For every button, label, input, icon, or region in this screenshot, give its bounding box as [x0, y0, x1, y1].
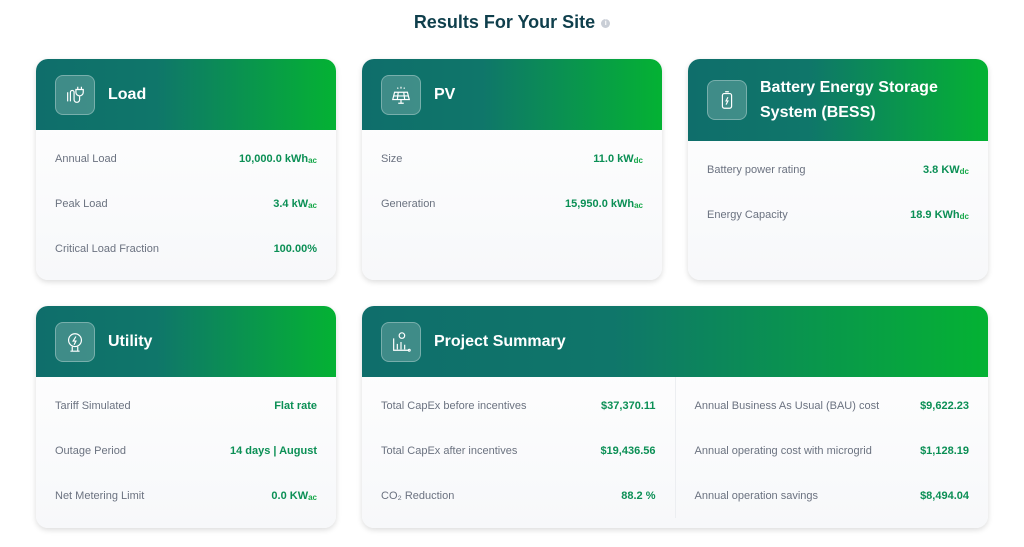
- summary-row: Total CapEx after incentives $19,436.56: [381, 428, 656, 473]
- row-value: $9,622.23: [920, 399, 969, 412]
- row-value: 14 days | August: [230, 445, 317, 457]
- utility-card-header: Utility: [36, 306, 336, 377]
- utility-card: Utility Tariff Simulated Flat rate Outage …: [36, 306, 336, 528]
- page-title: Results For Your Site i: [0, 12, 1024, 33]
- value-text: 10,000.0 kWh: [239, 152, 309, 165]
- value-text: 18.9 KWh: [910, 208, 960, 221]
- row-label: Size: [381, 152, 403, 165]
- row-value: 0.0 KWac: [271, 490, 317, 502]
- result-row: Tariff Simulated Flat rate: [55, 383, 317, 428]
- unit-subscript: ac: [308, 155, 317, 165]
- card-title: Load: [108, 86, 147, 103]
- pv-card: PV Size 11.0 kWdc Generation 15,950.0 kWhac: [362, 59, 662, 280]
- value-text: Flat rate: [274, 399, 317, 412]
- row-label: Outage Period: [55, 444, 126, 457]
- load-card-header: Load: [36, 59, 336, 130]
- card-title: Utility: [108, 333, 153, 350]
- row-value: $8,494.04: [920, 489, 969, 502]
- value-text: 14 days | August: [229, 444, 317, 457]
- card-title: PV: [434, 86, 456, 103]
- summary-row: CO₂ Reduction 88.2 %: [381, 473, 656, 518]
- row-value: 100.00%: [274, 243, 317, 255]
- summary-card-header: Project Summary: [362, 306, 988, 377]
- financial-chart-icon: [381, 321, 421, 362]
- unit-subscript: dc: [633, 155, 643, 165]
- row-value: 88.2 %: [621, 489, 656, 502]
- row-label: Battery power rating: [707, 163, 806, 176]
- card-title: Project Summary: [434, 333, 566, 350]
- utility-power-icon: [55, 321, 95, 362]
- result-row: Energy Capacity 18.9 KWhdc: [707, 192, 969, 237]
- unit-subscript: ac: [634, 200, 643, 210]
- summary-row: Annual operating cost with microgrid $1,1…: [695, 428, 970, 473]
- value-text: 3.8 KW: [922, 163, 960, 176]
- solar-panel-icon: [381, 74, 421, 115]
- summary-row: Annual Business As Usual (BAU) cost $9,62…: [695, 383, 970, 428]
- row-label: Annual Load: [55, 152, 117, 165]
- summary-card: Project Summary Total CapEx before incen…: [362, 306, 988, 528]
- unit-subscript: dc: [959, 166, 969, 176]
- battery-icon: [707, 80, 747, 120]
- page-title-text: Results For Your Site: [413, 12, 596, 32]
- row-value: 15,950.0 kWhac: [565, 198, 643, 210]
- result-row: Peak Load 3.4 kWac: [55, 181, 317, 226]
- result-row: Battery power rating 3.8 KWdc: [707, 147, 969, 192]
- result-row: Annual Load 10,000.0 kWhac: [55, 136, 317, 181]
- row-label: Peak Load: [55, 197, 108, 210]
- result-row: Size 11.0 kWdc: [381, 136, 643, 181]
- row-label: Net Metering Limit: [55, 489, 145, 502]
- value-text: 15,950.0 kWh: [565, 197, 635, 210]
- row-value: Flat rate: [274, 400, 317, 412]
- result-row: Net Metering Limit 0.0 KWac: [55, 473, 317, 518]
- result-row: Outage Period 14 days | August: [55, 428, 317, 473]
- row-value: 10,000.0 kWhac: [239, 153, 317, 165]
- bess-card-header: Battery Energy Storage System (BESS): [688, 59, 988, 141]
- row-value: $37,370.11: [601, 399, 656, 412]
- pv-card-header: PV: [362, 59, 662, 130]
- row-label: Critical Load Fraction: [55, 242, 159, 255]
- info-icon[interactable]: i: [601, 18, 611, 28]
- row-value: 11.0 kWdc: [593, 153, 643, 165]
- unit-subscript: ac: [308, 492, 317, 502]
- unit-subscript: dc: [959, 211, 969, 221]
- row-label: Generation: [381, 197, 436, 210]
- summary-row: Total CapEx before incentives $37,370.11: [381, 383, 656, 428]
- summary-row: Annual operation savings $8,494.04: [695, 473, 970, 518]
- row-label: Annual operation savings: [694, 489, 819, 502]
- row-label: Energy Capacity: [707, 208, 788, 221]
- value-text: 0.0 KW: [271, 489, 309, 502]
- unit-subscript: ac: [308, 200, 317, 210]
- row-value: $19,436.56: [600, 444, 656, 457]
- row-label: Total CapEx after incentives: [381, 444, 518, 457]
- value-text: 100.00%: [273, 242, 317, 255]
- value-text: 3.4 kW: [273, 197, 309, 210]
- row-label: CO₂ Reduction: [381, 489, 455, 502]
- row-value: 3.8 KWdc: [923, 164, 969, 176]
- row-value: 3.4 kWac: [273, 198, 317, 210]
- row-value: $1,128.19: [920, 444, 969, 457]
- card-title: Battery Energy Storage System (BESS): [760, 79, 938, 121]
- result-row: Generation 15,950.0 kWhac: [381, 181, 643, 226]
- row-value: 18.9 KWhdc: [910, 209, 969, 221]
- row-label: Annual Business As Usual (BAU) cost: [694, 399, 880, 412]
- plug-icon: [55, 74, 95, 115]
- value-text: 11.0 kW: [593, 152, 634, 165]
- row-label: Annual operating cost with microgrid: [694, 444, 872, 457]
- bess-card: Battery Energy Storage System (BESS) Bat…: [688, 59, 988, 280]
- result-row: Critical Load Fraction 100.00%: [55, 226, 317, 271]
- row-label: Total CapEx before incentives: [381, 399, 527, 412]
- row-label: Tariff Simulated: [55, 399, 131, 412]
- load-card: Load Annual Load 10,000.0 kWhac Peak Load 3…: [36, 59, 336, 280]
